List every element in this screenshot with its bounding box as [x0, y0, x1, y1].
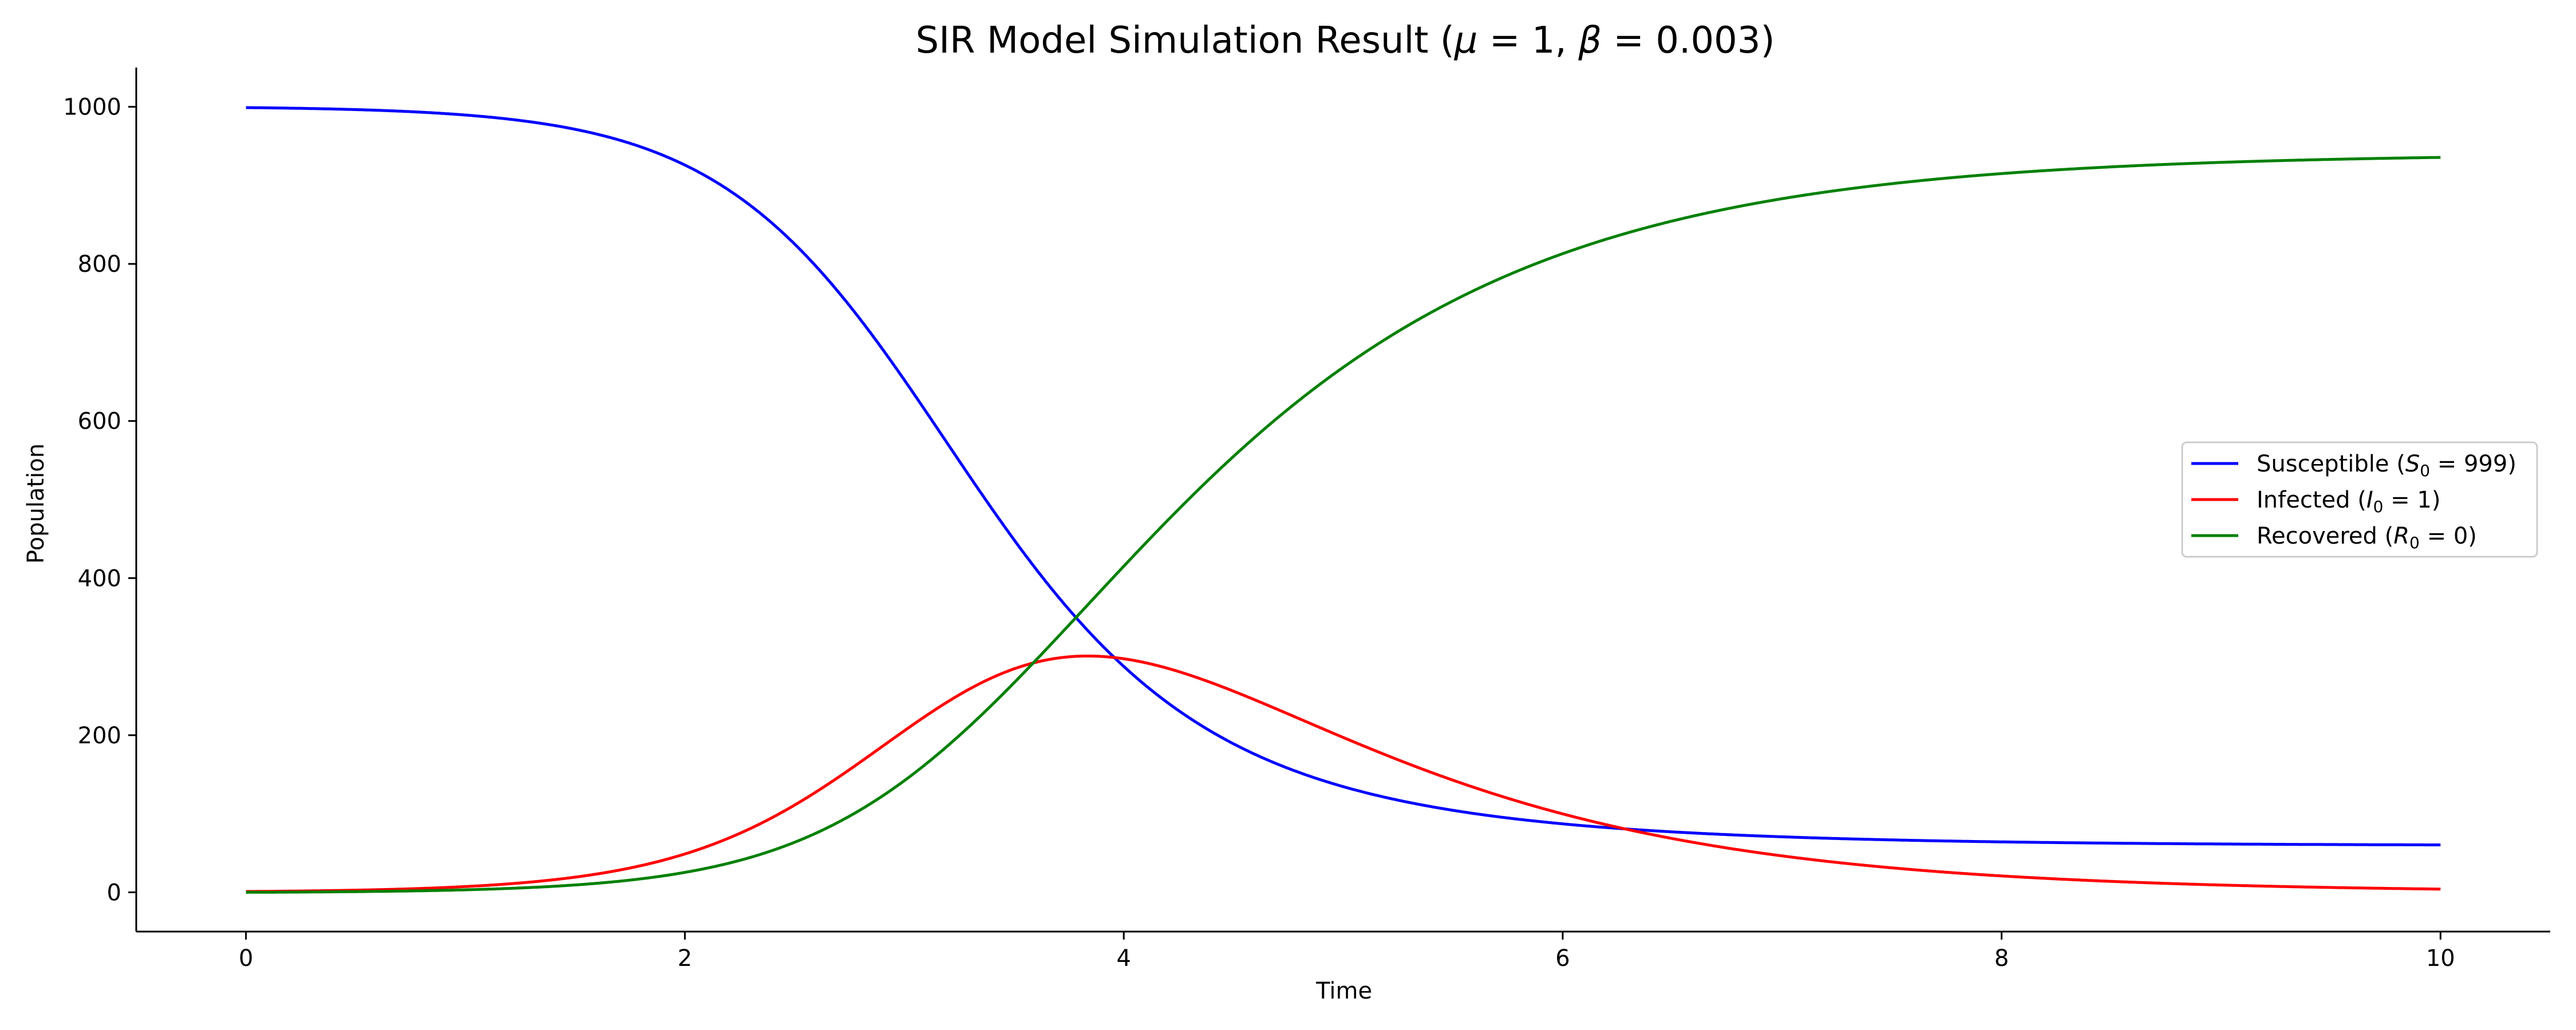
x-axis-label: Time — [1315, 978, 1372, 1004]
x-tick-label: 2 — [678, 945, 692, 972]
legend: Susceptible (S0 = 999) Infected (I0 = 1) R… — [2181, 441, 2538, 558]
x-tick-label: 10 — [2426, 945, 2455, 972]
chart-title: SIR Model Simulation Result (μ = 1, β = … — [916, 19, 1775, 62]
y-axis-label: Population — [23, 443, 49, 564]
series-lines — [246, 106, 2441, 894]
series-line-susceptible — [246, 106, 2441, 846]
y-tick-label: 0 — [107, 880, 121, 906]
x-tick-label: 6 — [1555, 945, 1570, 972]
title-mu-symbol: μ — [1454, 19, 1478, 62]
y-tick-label: 1000 — [63, 94, 121, 121]
legend-label-recovered: Recovered (R0 = 0) — [2257, 523, 2477, 552]
axes: 0 2 4 6 8 10 0 200 400 600 800 1000 — [63, 68, 2550, 972]
x-tick-label: 4 — [1116, 945, 1131, 972]
y-tick-label: 400 — [78, 565, 121, 592]
series-line-infected — [246, 655, 2441, 893]
title-part-2: = 1, — [1477, 19, 1578, 62]
legend-box — [2181, 441, 2538, 558]
y-tick-label: 600 — [78, 409, 121, 435]
series-line-recovered — [246, 156, 2441, 894]
legend-label-susceptible: Susceptible (S0 = 999) — [2257, 451, 2516, 480]
y-tick-label: 800 — [78, 251, 121, 278]
x-tick-label: 0 — [239, 945, 253, 972]
title-part-1: SIR Model Simulation Result ( — [916, 19, 1455, 62]
title-beta-symbol: β — [1578, 19, 1602, 62]
x-tick-label: 8 — [1994, 945, 2009, 972]
y-tick-label: 200 — [78, 723, 121, 749]
title-part-3: = 0.003) — [1602, 19, 1775, 62]
legend-label-infected: Infected (I0 = 1) — [2257, 487, 2440, 516]
